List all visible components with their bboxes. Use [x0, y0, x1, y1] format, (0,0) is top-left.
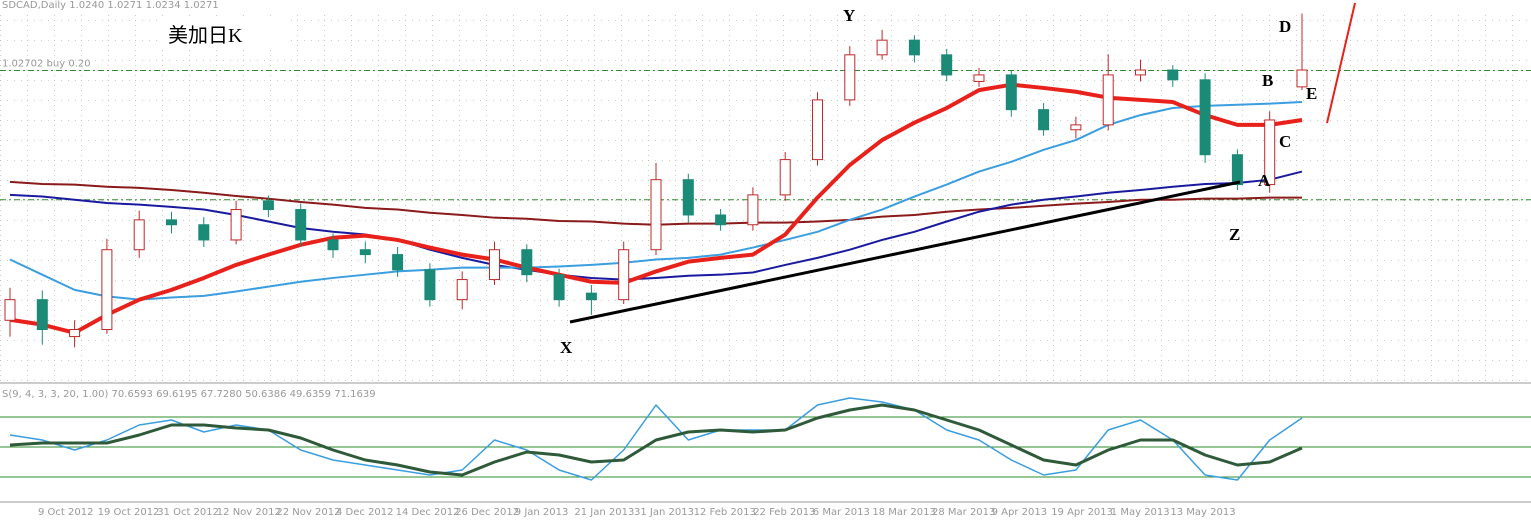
x-tick-label: 22 Feb 2013: [753, 507, 815, 518]
candle-body: [359, 249, 371, 256]
candle-body: [521, 249, 533, 276]
x-tick-label: 9 Oct 2012: [38, 507, 93, 518]
candle-body: [1199, 79, 1211, 156]
x-tick-label: 19 Apr 2013: [1051, 507, 1113, 518]
x-tick-label: 31 Oct 2012: [157, 507, 219, 518]
x-tick-label: 12 Nov 2012: [217, 507, 281, 518]
candle-body: [1005, 74, 1017, 111]
x-tick-label: 22 Nov 2012: [276, 507, 340, 518]
x-tick-label: 28 Mar 2013: [932, 507, 995, 518]
candle-body: [295, 209, 307, 241]
candle-body: [844, 54, 856, 101]
x-tick-label: 9 Apr 2013: [992, 507, 1047, 518]
candle-body: [715, 214, 727, 226]
candle-body: [456, 279, 468, 301]
candle-body: [1231, 154, 1243, 186]
x-tick-label: 21 Jan 2013: [574, 507, 634, 518]
line: [9, 82, 1303, 335]
candle-body: [973, 74, 985, 82]
candle-body: [553, 274, 565, 301]
candle-body: [812, 99, 823, 161]
candle-body: [198, 224, 210, 241]
x-tick-label: 14 Dec 2012: [396, 507, 460, 518]
candle-body: [585, 292, 597, 301]
x-tick-label: 26 Dec 2012: [455, 507, 519, 518]
annotation: B: [1262, 71, 1273, 90]
x-tick-label: 4 Dec 2012: [336, 507, 394, 518]
candle-body: [1296, 69, 1308, 88]
candle-body: [876, 39, 888, 56]
trend-line: [569, 180, 1241, 324]
candle-body: [166, 219, 177, 226]
candle-body: [779, 159, 791, 196]
x-tick-label: 1 May 2013: [1111, 507, 1170, 518]
price-level-label: 1.02702 buy 0.20: [2, 58, 91, 69]
oscillator-header: S(9, 4, 3, 3, 20, 1.00) 70.6593 69.6195 …: [2, 389, 376, 400]
candle-body: [618, 249, 630, 301]
candle-body: [327, 239, 339, 251]
candle-body: [69, 329, 81, 338]
candle-body: [101, 249, 113, 331]
candle-body: [230, 209, 242, 241]
candle-body: [941, 54, 953, 76]
candle-body: [262, 200, 274, 211]
candle-body: [747, 194, 759, 226]
candle-body: [4, 299, 16, 321]
candle-body: [1167, 69, 1179, 81]
x-tick-label: 13 May 2013: [1170, 507, 1235, 518]
red-line: [1326, 2, 1356, 124]
candle-body: [1264, 119, 1276, 186]
annotation: X: [560, 338, 573, 357]
candle-body: [36, 299, 48, 331]
candle-body: [424, 269, 436, 301]
x-tick-label: 18 Mar 2013: [872, 507, 935, 518]
line: [9, 170, 1303, 281]
x-tick-label: 31 Jan 2013: [634, 507, 694, 518]
annotation: D: [1279, 17, 1291, 36]
candle-body: [1038, 109, 1050, 131]
annotation: C: [1279, 132, 1291, 151]
chart-subtitle: 美加日K: [168, 24, 243, 47]
annotation: A: [1258, 171, 1271, 190]
x-tick-label: 19 Oct 2012: [98, 507, 160, 518]
annotation: E: [1306, 84, 1317, 103]
candle-body: [392, 254, 404, 271]
x-tick-label: 9 Jan 2013: [515, 507, 569, 518]
candle-body: [489, 249, 500, 281]
chart-header: SDCAD,Daily 1.0240 1.0271 1.0234 1.0271: [2, 0, 219, 11]
candle-body: [650, 179, 662, 251]
line: [9, 101, 1303, 301]
annotation: Z: [1229, 225, 1240, 244]
label-box: [160, 20, 290, 48]
candle-body: [682, 179, 694, 216]
x-tick-label: 12 Feb 2013: [694, 507, 756, 518]
candle-body: [1102, 74, 1114, 126]
annotation: Y: [843, 6, 855, 25]
candle-body: [1070, 124, 1082, 131]
line: [9, 403, 1303, 477]
candle-body: [1135, 69, 1146, 76]
candle-body: [133, 219, 145, 251]
x-tick-label: 6 Mar 2013: [813, 507, 870, 518]
candle-body: [908, 39, 920, 56]
